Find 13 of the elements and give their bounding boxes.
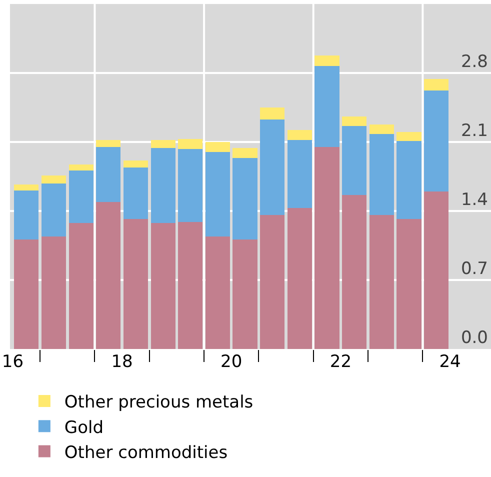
y-tick-label: 2.1 bbox=[460, 121, 488, 142]
legend-label: Other commodities bbox=[64, 442, 228, 463]
legend-label: Gold bbox=[64, 418, 104, 438]
legend-label: Other precious metals bbox=[64, 392, 254, 413]
x-tick-label: 22 bbox=[330, 352, 352, 372]
y-tick-label: 1.4 bbox=[460, 190, 488, 210]
y-tick-label: 0.7 bbox=[460, 259, 488, 280]
x-tick-label: 20 bbox=[220, 352, 242, 372]
x-tick-label: 16 bbox=[2, 352, 24, 372]
y-tick-label: 0.0 bbox=[460, 328, 488, 348]
x-tick-label: 24 bbox=[439, 352, 461, 372]
x-tick-label: 18 bbox=[111, 352, 133, 372]
y-tick-label: 2.8 bbox=[460, 52, 488, 72]
